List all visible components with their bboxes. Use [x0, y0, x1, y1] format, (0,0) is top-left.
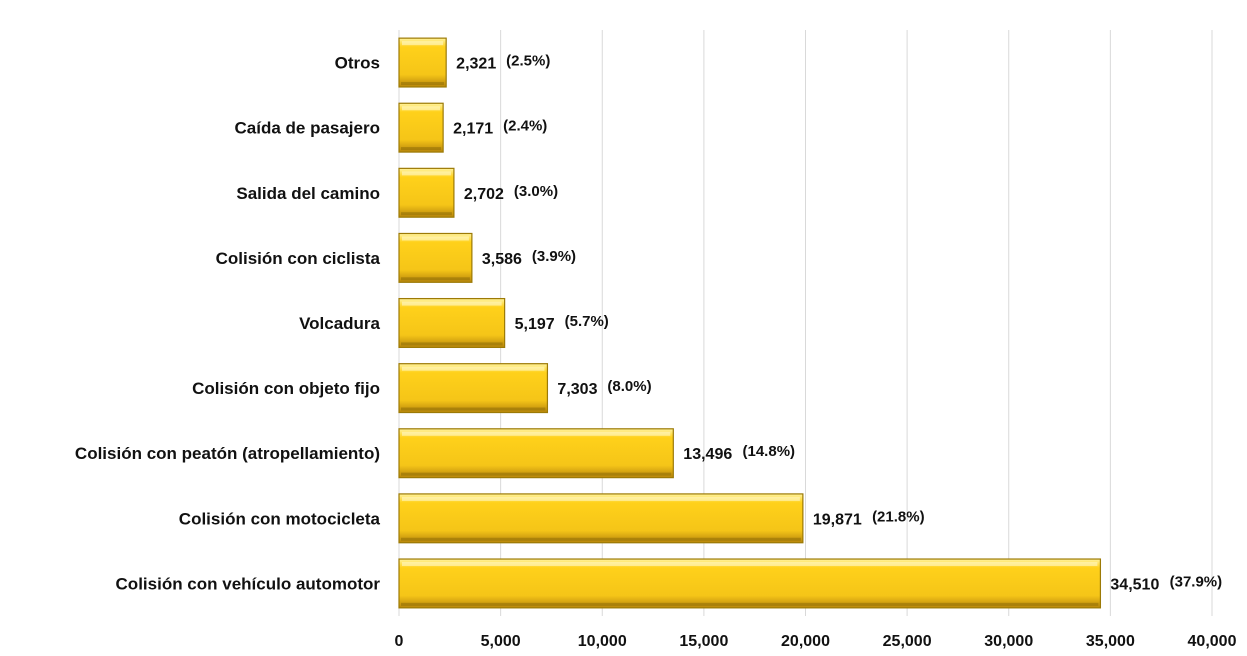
category-label: Colisión con vehículo automotor — [116, 574, 381, 593]
bar-rect — [398, 102, 444, 153]
bar — [398, 232, 473, 283]
value-labels: 2,321 (2.5%) 2,171 (2.4%) 2,702 (3.0%) 3,586 (3… — [453, 53, 1222, 594]
percent-label: (3.0%) — [514, 183, 558, 200]
bar-shadow — [401, 342, 503, 346]
percent-label: (2.4%) — [503, 118, 547, 135]
bar — [398, 558, 1102, 609]
category-label: Colisión con ciclista — [216, 249, 381, 268]
value-label: 3,586 — [482, 251, 522, 268]
bar-rect — [398, 363, 549, 414]
bar — [398, 493, 804, 544]
value-label: 34,510 — [1110, 576, 1159, 593]
bar — [398, 37, 447, 88]
bar-rect — [398, 493, 804, 544]
bars — [398, 37, 1102, 609]
value-label: 13,496 — [683, 446, 732, 463]
bar-shadow — [401, 537, 801, 541]
x-tick-label: 5,000 — [481, 633, 521, 650]
percent-label: (5.7%) — [565, 313, 609, 330]
bar-rect — [398, 37, 447, 88]
bar-highlight — [402, 301, 502, 306]
x-tick-label: 0 — [395, 633, 404, 650]
bar-highlight — [402, 106, 441, 111]
bar-rect — [398, 558, 1102, 609]
bar-rect — [398, 232, 473, 283]
x-tick-label: 40,000 — [1188, 633, 1237, 650]
value-label: 19,871 — [813, 511, 862, 528]
category-label: Otros — [335, 54, 380, 73]
bar-highlight — [402, 562, 1098, 567]
bar-shadow — [401, 212, 452, 216]
bar-shadow — [401, 81, 445, 85]
value-label: 2,702 — [464, 186, 504, 203]
bar-shadow — [401, 277, 470, 281]
bar — [398, 363, 549, 414]
bar-rect — [398, 167, 455, 218]
value-label: 2,171 — [453, 121, 493, 138]
category-label: Caída de pasajero — [234, 119, 380, 138]
bar-shadow — [401, 407, 546, 411]
category-label: Colisión con motocicleta — [179, 509, 381, 528]
bar-shadow — [401, 602, 1099, 606]
x-tick-label: 30,000 — [984, 633, 1033, 650]
bar-highlight — [402, 366, 545, 371]
bar-highlight — [402, 431, 671, 436]
category-labels: Otros Caída de pasajero Salida del camino C… — [75, 54, 381, 594]
bar-highlight — [402, 236, 469, 241]
percent-label: (8.0%) — [607, 378, 651, 395]
bar-shadow — [401, 147, 442, 151]
x-tick-label: 20,000 — [781, 633, 830, 650]
value-label: 2,321 — [456, 56, 496, 73]
bar — [398, 428, 674, 479]
x-tick-label: 25,000 — [883, 633, 932, 650]
x-axis-tick-labels: 0 5,000 10,000 15,000 20,000 25,000 30,000 35,0… — [395, 633, 1237, 650]
value-label: 5,197 — [515, 316, 555, 333]
x-tick-label: 15,000 — [679, 633, 728, 650]
percent-label: (3.9%) — [532, 248, 576, 265]
percent-label: (2.5%) — [506, 53, 550, 70]
category-label: Colisión con peatón (atropellamiento) — [75, 444, 380, 463]
percent-label: (21.8%) — [872, 508, 925, 525]
bar-rect — [398, 428, 674, 479]
bar-highlight — [402, 496, 800, 501]
category-label: Salida del camino — [236, 184, 380, 203]
bar-shadow — [401, 472, 672, 476]
bar-highlight — [402, 41, 444, 46]
bar-highlight — [402, 171, 451, 176]
bar — [398, 297, 506, 349]
bar — [398, 102, 444, 153]
bar — [398, 167, 455, 218]
value-label: 7,303 — [557, 381, 597, 398]
bar-rect — [398, 297, 506, 349]
x-tick-label: 10,000 — [578, 633, 627, 650]
x-tick-label: 35,000 — [1086, 633, 1135, 650]
category-label: Volcadura — [299, 314, 380, 333]
gridlines — [398, 30, 1213, 616]
percent-label: (14.8%) — [743, 443, 796, 460]
category-label: Colisión con objeto fijo — [192, 379, 380, 398]
percent-label: (37.9%) — [1170, 573, 1223, 590]
